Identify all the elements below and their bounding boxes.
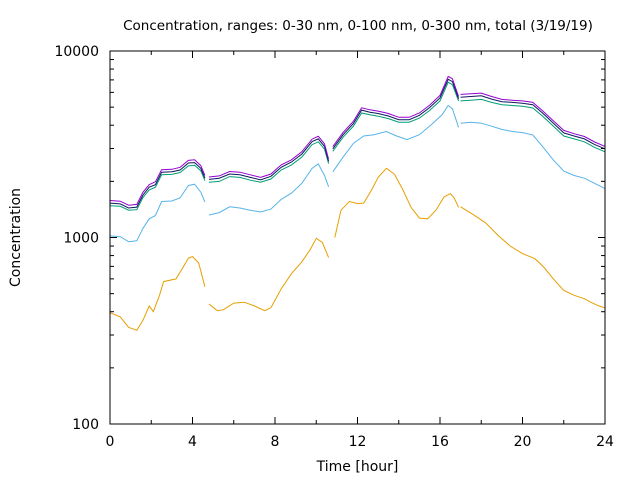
series-1-line-segment-4 [460,206,606,309]
series-2-line-segment-4 [460,121,606,190]
series-5-line-segment-3 [332,75,460,147]
x-tick-label: 0 [106,434,115,450]
series-4-line-segment-1 [109,162,206,209]
x-tick-label: 4 [188,434,197,450]
series-4-line-segment-2 [208,138,330,181]
series-4-line-segment-4 [460,95,606,150]
series-4-line-segment-3 [332,78,460,150]
series-5-line-segment-4 [460,92,606,147]
series-layer [109,75,606,331]
y-axis-label: Concentration [8,188,24,287]
y-tick-label: 10000 [54,44,99,60]
series-1-line-segment-1 [109,256,206,331]
series-3-line-segment-2 [208,141,330,183]
x-tick-label: 24 [596,434,614,450]
x-axis-label: Time [hour] [316,459,399,475]
series-2-line-segment-1 [109,183,206,243]
x-tick-label: 12 [349,434,367,450]
series-3-line-segment-1 [109,164,206,211]
series-2-line-segment-3 [332,104,460,173]
series-5-line-segment-1 [109,159,206,206]
y-tick-label: 100 [72,417,99,433]
series-3-line-segment-4 [460,98,606,153]
ticks-layer: 0 4 8 12 16 20 24 100 1000 10000 [54,44,614,450]
series-1-line-segment-3 [334,167,460,238]
series-1-line-segment-2 [208,237,330,312]
y-tick-label: 1000 [63,231,99,247]
x-tick-label: 8 [271,434,280,450]
series-3-line-segment-3 [332,81,460,152]
series-2-line-segment-2 [208,163,330,216]
series-5-line-segment-2 [208,135,330,178]
x-tick-label: 16 [431,434,449,450]
chart-title: Concentration, ranges: 0-30 nm, 0-100 nm… [123,18,593,34]
plot-frame [109,50,606,425]
x-tick-label: 20 [514,434,532,450]
